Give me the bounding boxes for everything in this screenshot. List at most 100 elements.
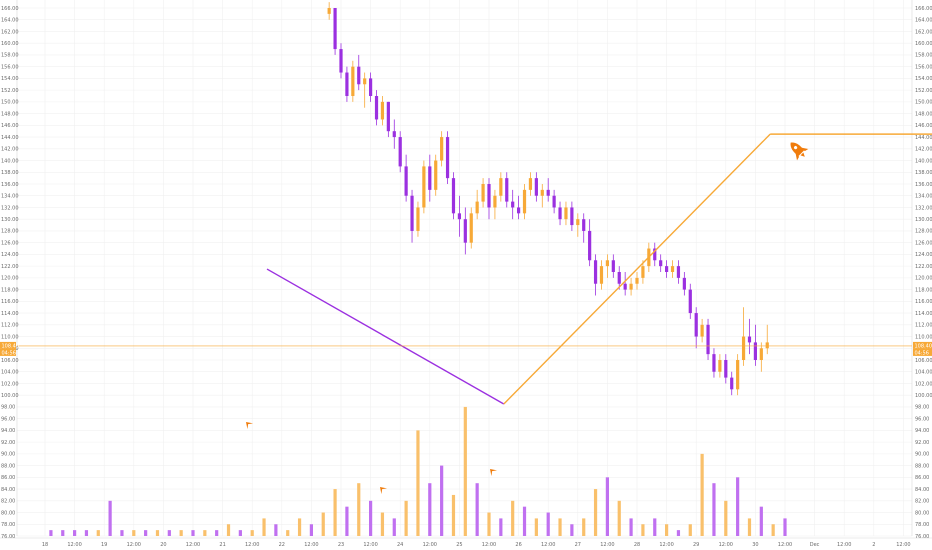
volume-bar [404,500,408,536]
volume-bar [759,506,763,536]
volume-bar [511,500,515,536]
time-axis: 18 12:00 19 12:00 20 12:00 21 12:00 22 12:00 23 12:… [42,542,911,548]
right-tick-label: 112.00 [915,323,932,329]
volume-bar [286,530,290,536]
candle-body [351,66,355,96]
volume-bar [274,524,278,536]
time-tick-label: 26 [515,542,521,548]
volume-bar [771,524,775,536]
volume-bar [309,524,313,536]
volume-bar [617,500,621,536]
volume-bar [191,530,195,536]
volume-bar [558,518,562,536]
volume-bar [487,512,491,536]
volume-bar [700,453,704,536]
volume-bar [724,500,728,536]
volume-bar [534,518,538,536]
left-tick-label: 106.00 [1,358,19,364]
volume-bar [605,477,609,536]
time-tick-label: 12:00 [245,542,259,548]
volume-bar [61,530,65,536]
time-tick-label: 2 [872,542,875,548]
left-tick-label: 136.00 [1,182,19,188]
candle-body [706,324,710,355]
candle-body [339,49,343,73]
candle-body [582,219,586,231]
candle-body [552,195,556,208]
left-tick-label: 98.00 [1,405,15,411]
right-tick-label: 80.00 [915,510,929,516]
time-tick-label: 21 [219,542,225,548]
arrow-icon [246,422,254,430]
candle-body [481,184,485,202]
left-tick-label: 142.00 [1,147,19,153]
volume-bar [333,489,337,536]
volume-bar [688,524,692,536]
time-tick-label: 12:00 [541,542,555,548]
candle-body [487,184,491,208]
volume-bar [522,506,527,536]
left-tick-label: 132.00 [1,205,19,211]
right-tick-label: 110.00 [915,334,932,340]
volume-bar [84,530,89,536]
right-time-tag-value: 04:56 [915,351,929,357]
right-tick-label: 92.00 [915,440,929,446]
right-tick-label: 164.00 [915,18,932,24]
left-tick-label: 148.00 [1,111,19,117]
candle-body [445,137,450,179]
volume-bar [629,518,633,536]
candle-body [511,201,515,208]
time-tick-label: 12:00 [127,542,141,548]
volume-bar [345,506,349,536]
left-tick-label: 118.00 [1,287,19,293]
left-time-tag-value: 04:56 [2,351,16,357]
right-tick-label: 132.00 [915,205,932,211]
candle-body [682,277,686,290]
candle-body [724,360,728,378]
right-tick-label: 96.00 [915,416,929,422]
candle-body [380,101,385,120]
right-tick-label: 78.00 [915,522,929,528]
volume-bar [357,483,361,536]
volume-bar [747,518,752,536]
right-tick-label: 158.00 [915,53,932,59]
right-tick-label: 144.00 [915,135,932,141]
candle-body [327,8,331,14]
candle-body [546,189,550,196]
candle-body [599,266,604,284]
left-tick-label: 110.00 [1,334,19,340]
right-tick-label: 130.00 [915,217,932,223]
time-tick-label: 28 [634,542,640,548]
volume-bar [49,530,53,536]
left-tick-label: 156.00 [1,64,19,70]
candle-body [747,336,752,343]
volume-bar [179,530,183,536]
volume-bar [120,530,124,536]
down-trend-line [266,268,505,405]
candle-body [517,207,521,214]
time-tick-label: 12:00 [363,542,377,548]
volume-bar [238,530,242,536]
right-tick-label: 94.00 [915,428,929,434]
left-tick-label: 100.00 [1,393,19,399]
right-tick-label: 166.00 [915,6,932,12]
volume-bar [783,518,787,536]
time-tick-label: 12:00 [186,542,200,548]
left-tick-label: 140.00 [1,158,19,164]
left-tick-label: 116.00 [1,299,19,305]
left-tick-label: 86.00 [1,475,15,481]
candle-body [333,8,337,50]
time-tick-label: 29 [693,542,699,548]
volume-bar [262,518,266,536]
left-tick-label: 130.00 [1,217,19,223]
left-tick-label: 124.00 [1,252,19,258]
time-tick-label: 23 [338,542,344,548]
up-projection-line [503,133,771,405]
candle-body [457,213,461,220]
volume-bar [392,518,396,536]
right-price-tag-value: 108.40 [915,344,932,350]
candles [327,2,769,396]
right-tick-label: 140.00 [915,158,932,164]
